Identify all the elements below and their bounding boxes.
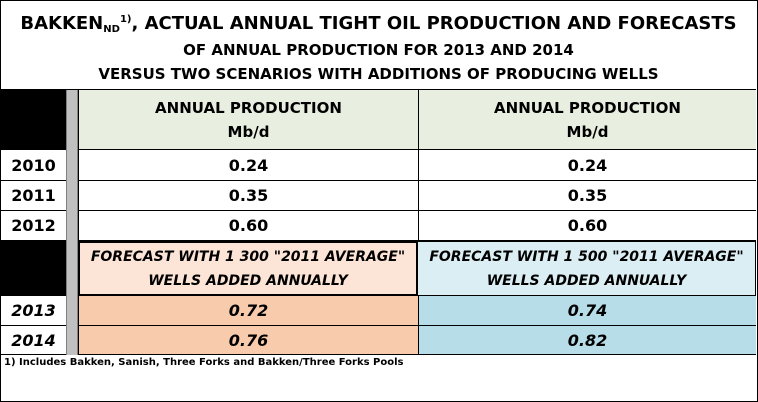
forecast-value-cell: 0.76 bbox=[78, 326, 418, 355]
value-cell: 0.24 bbox=[78, 150, 418, 181]
header-corner bbox=[1, 90, 66, 150]
forecast-header-col1: FORECAST WITH 1 300 "2011 AVERAGE" WELLS… bbox=[78, 241, 418, 296]
footnote: 1) Includes Bakken, Sanish, Three Forks … bbox=[4, 357, 404, 368]
title-divider bbox=[1, 89, 756, 90]
forecast-value-cell: 0.72 bbox=[78, 296, 418, 326]
header-col2: ANNUAL PRODUCTION Mb/d bbox=[418, 90, 756, 150]
forecast-corner bbox=[1, 241, 66, 296]
year-cell: 2010 bbox=[1, 150, 66, 181]
value-cell: 0.35 bbox=[418, 181, 756, 211]
row-separator bbox=[66, 181, 78, 211]
value-cell: 0.35 bbox=[78, 181, 418, 211]
row-separator bbox=[66, 326, 78, 355]
title-line-1: BAKKENND1), ACTUAL ANNUAL TIGHT OIL PROD… bbox=[20, 13, 737, 36]
forecast-value-cell: 0.82 bbox=[418, 326, 756, 355]
forecast-header-col2: FORECAST WITH 1 500 "2011 AVERAGE" WELLS… bbox=[418, 241, 756, 296]
header-col1: ANNUAL PRODUCTION Mb/d bbox=[78, 90, 418, 150]
forecast-value-cell: 0.74 bbox=[418, 296, 756, 326]
year-cell: 2013 bbox=[1, 296, 66, 326]
row-separator bbox=[66, 296, 78, 326]
row-separator bbox=[66, 150, 78, 181]
title-line-3: VERSUS TWO SCENARIOS WITH ADDITIONS OF P… bbox=[98, 65, 659, 83]
forecast-separator bbox=[66, 241, 78, 296]
value-cell: 0.24 bbox=[418, 150, 756, 181]
table-title: BAKKENND1), ACTUAL ANNUAL TIGHT OIL PROD… bbox=[1, 1, 756, 89]
year-cell: 2012 bbox=[1, 211, 66, 241]
header-separator bbox=[66, 90, 78, 150]
title-line-2: OF ANNUAL PRODUCTION FOR 2013 AND 2014 bbox=[183, 41, 574, 59]
year-cell: 2014 bbox=[1, 326, 66, 355]
year-cell: 2011 bbox=[1, 181, 66, 211]
value-cell: 0.60 bbox=[78, 211, 418, 241]
value-cell: 0.60 bbox=[418, 211, 756, 241]
row-separator bbox=[66, 211, 78, 241]
